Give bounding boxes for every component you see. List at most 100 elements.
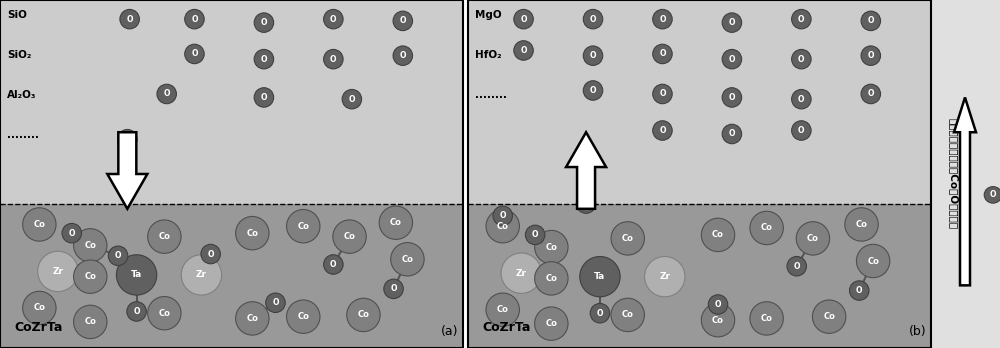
Text: ........: ........ [7, 130, 39, 141]
Ellipse shape [120, 9, 139, 29]
Text: O: O [715, 300, 721, 309]
Text: Co: Co [402, 255, 413, 264]
Text: O: O [330, 15, 337, 24]
Ellipse shape [535, 262, 568, 295]
Text: O: O [124, 135, 131, 144]
Text: Zr: Zr [196, 270, 207, 279]
Ellipse shape [845, 208, 878, 241]
Text: Co: Co [807, 234, 819, 243]
Text: O: O [133, 307, 140, 316]
Ellipse shape [127, 302, 146, 321]
Bar [0, 0, 463, 348]
Text: Co: Co [712, 316, 724, 325]
Ellipse shape [148, 296, 181, 330]
Text: O: O [659, 126, 666, 135]
Text: Co: Co [761, 314, 773, 323]
Ellipse shape [611, 298, 644, 332]
Text: O: O [261, 55, 267, 64]
Ellipse shape [856, 244, 890, 278]
Ellipse shape [266, 293, 285, 313]
Text: SiO₂: SiO₂ [7, 50, 31, 61]
Text: O: O [69, 229, 75, 238]
Text: O: O [207, 250, 214, 259]
Ellipse shape [861, 11, 881, 31]
Text: O: O [400, 16, 406, 25]
Ellipse shape [254, 13, 274, 32]
FancyArrow shape [107, 132, 147, 209]
Text: Co: Co [358, 310, 369, 319]
Text: O: O [126, 15, 133, 24]
Ellipse shape [74, 260, 107, 293]
Text: Ta: Ta [131, 270, 142, 279]
Ellipse shape [379, 206, 413, 239]
Text: (a): (a) [440, 325, 458, 338]
Ellipse shape [324, 49, 343, 69]
Text: Co: Co [545, 319, 557, 328]
Ellipse shape [792, 121, 811, 140]
Text: Co: Co [84, 272, 96, 281]
Ellipse shape [645, 256, 685, 297]
Text: O: O [590, 86, 596, 95]
Ellipse shape [653, 121, 672, 140]
Text: Co: Co [33, 220, 45, 229]
Ellipse shape [514, 9, 533, 29]
FancyArrow shape [954, 97, 976, 285]
Bar [0, 204, 463, 348]
Ellipse shape [62, 223, 82, 243]
Text: O: O [793, 262, 800, 271]
Ellipse shape [148, 220, 181, 253]
Ellipse shape [583, 46, 603, 65]
Text: Zr: Zr [52, 267, 63, 276]
Text: O: O [659, 89, 666, 98]
Ellipse shape [576, 194, 596, 213]
Ellipse shape [796, 222, 830, 255]
Text: Co: Co [622, 234, 634, 243]
Ellipse shape [722, 124, 742, 144]
Text: O: O [868, 16, 874, 25]
Text: Co: Co [344, 232, 356, 241]
Ellipse shape [653, 9, 672, 29]
Text: O: O [272, 298, 279, 307]
Text: O: O [261, 18, 267, 27]
Ellipse shape [984, 187, 1000, 203]
Text: Co: Co [823, 312, 835, 321]
Text: O: O [590, 15, 596, 24]
Ellipse shape [750, 302, 783, 335]
Text: O: O [261, 93, 267, 102]
Text: Zr: Zr [659, 272, 670, 281]
Text: CoZrTa: CoZrTa [14, 321, 62, 334]
Text: Co: Co [856, 220, 867, 229]
Text: ........: ........ [475, 90, 507, 101]
Ellipse shape [722, 49, 742, 69]
Ellipse shape [653, 84, 672, 104]
Text: Zr: Zr [516, 269, 527, 278]
Bar [468, 0, 931, 204]
Text: Co: Co [297, 312, 309, 321]
Ellipse shape [74, 229, 107, 262]
Bar [468, 0, 931, 348]
Text: O: O [330, 55, 337, 64]
Ellipse shape [391, 243, 424, 276]
Ellipse shape [118, 129, 137, 149]
Text: O: O [520, 46, 527, 55]
Text: MgO: MgO [475, 10, 502, 21]
Text: O: O [499, 211, 506, 220]
Ellipse shape [486, 209, 519, 243]
Ellipse shape [23, 291, 56, 325]
Text: O: O [390, 284, 397, 293]
FancyArrow shape [566, 132, 606, 209]
Ellipse shape [74, 305, 107, 339]
Ellipse shape [347, 298, 380, 332]
Ellipse shape [792, 49, 811, 69]
Text: O: O [330, 260, 337, 269]
Ellipse shape [583, 9, 603, 29]
Ellipse shape [653, 44, 672, 64]
Bar [931, 0, 1000, 348]
Ellipse shape [384, 279, 403, 299]
Text: O: O [729, 18, 735, 27]
Text: Al₂O₃: Al₂O₃ [7, 90, 36, 101]
Text: O: O [191, 49, 198, 58]
Ellipse shape [38, 251, 78, 292]
Text: 氧迁移行为促进适度Co－O轨道杂化: 氧迁移行为促进适度Co－O轨道杂化 [948, 118, 958, 230]
Ellipse shape [333, 220, 366, 253]
